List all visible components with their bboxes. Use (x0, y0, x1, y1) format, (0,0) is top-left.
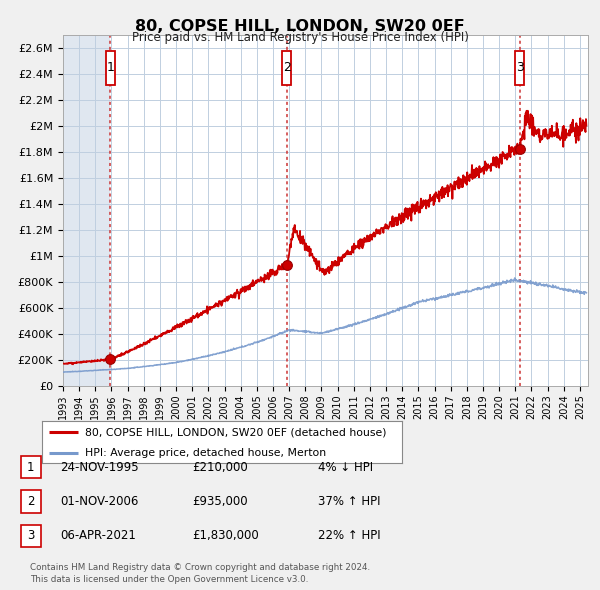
Text: 06-APR-2021: 06-APR-2021 (60, 529, 136, 542)
FancyBboxPatch shape (282, 51, 291, 84)
Text: 80, COPSE HILL, LONDON, SW20 0EF: 80, COPSE HILL, LONDON, SW20 0EF (135, 19, 465, 34)
Text: 2: 2 (27, 495, 35, 508)
Bar (63, 35, 110, 386)
Text: 1: 1 (106, 61, 114, 74)
FancyBboxPatch shape (515, 51, 524, 84)
Text: 37% ↑ HPI: 37% ↑ HPI (318, 495, 380, 508)
Bar (110, 35, 588, 386)
Text: 3: 3 (516, 61, 524, 74)
Text: HPI: Average price, detached house, Merton: HPI: Average price, detached house, Mert… (85, 448, 326, 457)
Text: £210,000: £210,000 (192, 461, 248, 474)
Text: 22% ↑ HPI: 22% ↑ HPI (318, 529, 380, 542)
Text: 4% ↓ HPI: 4% ↓ HPI (318, 461, 373, 474)
Text: 01-NOV-2006: 01-NOV-2006 (60, 495, 139, 508)
Text: Price paid vs. HM Land Registry's House Price Index (HPI): Price paid vs. HM Land Registry's House … (131, 31, 469, 44)
Text: 1: 1 (27, 461, 35, 474)
Text: 24-NOV-1995: 24-NOV-1995 (60, 461, 139, 474)
Text: 3: 3 (27, 529, 35, 542)
Text: Contains HM Land Registry data © Crown copyright and database right 2024.
This d: Contains HM Land Registry data © Crown c… (30, 563, 370, 584)
Text: 2: 2 (283, 61, 290, 74)
FancyBboxPatch shape (106, 51, 115, 84)
Text: £1,830,000: £1,830,000 (192, 529, 259, 542)
Text: £935,000: £935,000 (192, 495, 248, 508)
Text: 80, COPSE HILL, LONDON, SW20 0EF (detached house): 80, COPSE HILL, LONDON, SW20 0EF (detach… (85, 427, 387, 437)
